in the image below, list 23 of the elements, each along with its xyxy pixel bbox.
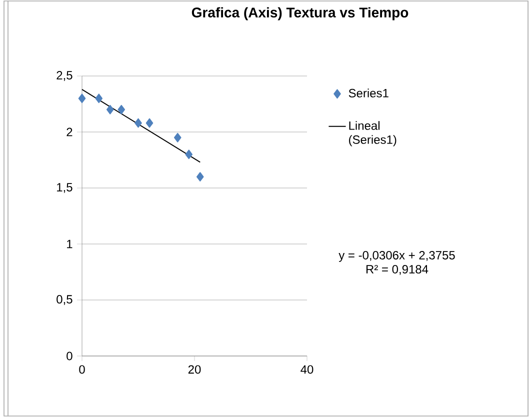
point bbox=[78, 94, 86, 104]
point bbox=[118, 104, 126, 114]
point bbox=[106, 104, 114, 114]
legend-label: Lineal (Series1) bbox=[349, 121, 396, 146]
y-tick-label: 2 bbox=[66, 128, 72, 136]
point bbox=[196, 172, 204, 182]
text: R² = 0,9184 bbox=[366, 265, 428, 275]
text: y = -0,0306x + 2,3755 bbox=[338, 251, 455, 262]
y-tick-label: 0 bbox=[66, 352, 72, 360]
point bbox=[95, 94, 103, 104]
point bbox=[174, 132, 182, 142]
y-tick-label: 1 bbox=[67, 240, 72, 248]
y-tick-label: 1,5 bbox=[57, 183, 72, 193]
y-tick-label: 2,5 bbox=[56, 71, 72, 81]
x-tick-label: 20 bbox=[188, 365, 201, 374]
chart-title: Grafica (Axis) Textura vs Tiempo bbox=[192, 7, 408, 20]
x-tick-label: 40 bbox=[300, 365, 314, 374]
y-tick-label: 0,5 bbox=[56, 295, 72, 305]
point bbox=[185, 150, 193, 160]
point bbox=[134, 118, 142, 128]
x-tick-label: 0 bbox=[79, 365, 85, 374]
legend-label: Series1 bbox=[348, 88, 388, 98]
point bbox=[146, 118, 154, 128]
